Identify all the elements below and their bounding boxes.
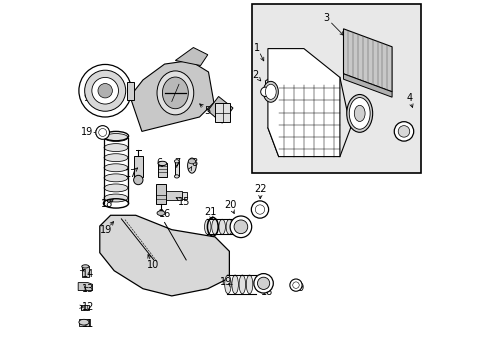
Circle shape bbox=[251, 201, 268, 218]
Text: 12: 12 bbox=[81, 302, 94, 312]
Text: 22: 22 bbox=[254, 184, 266, 194]
Circle shape bbox=[253, 274, 273, 293]
Text: 8: 8 bbox=[191, 158, 197, 168]
Text: 3: 3 bbox=[323, 13, 329, 23]
Bar bbox=[81, 305, 89, 310]
Polygon shape bbox=[100, 215, 229, 296]
Circle shape bbox=[260, 87, 269, 96]
Circle shape bbox=[393, 122, 413, 141]
Ellipse shape bbox=[104, 174, 127, 182]
Ellipse shape bbox=[233, 219, 239, 234]
Circle shape bbox=[133, 175, 142, 185]
Bar bbox=[158, 163, 166, 177]
Ellipse shape bbox=[219, 219, 225, 234]
Bar bbox=[181, 192, 187, 199]
Ellipse shape bbox=[246, 275, 252, 294]
Ellipse shape bbox=[157, 211, 164, 215]
Bar bbox=[174, 161, 179, 176]
Circle shape bbox=[84, 70, 125, 111]
Ellipse shape bbox=[354, 105, 365, 122]
Ellipse shape bbox=[104, 164, 127, 172]
Circle shape bbox=[98, 84, 112, 98]
Ellipse shape bbox=[231, 275, 238, 294]
Ellipse shape bbox=[346, 95, 372, 132]
Ellipse shape bbox=[104, 144, 127, 152]
Ellipse shape bbox=[239, 275, 245, 294]
Text: 6: 6 bbox=[157, 158, 163, 168]
Ellipse shape bbox=[263, 81, 278, 102]
Circle shape bbox=[79, 64, 131, 117]
Text: 9: 9 bbox=[83, 93, 90, 103]
Text: 21: 21 bbox=[203, 207, 216, 217]
Text: 11: 11 bbox=[81, 319, 94, 329]
Circle shape bbox=[255, 205, 264, 214]
Circle shape bbox=[230, 216, 251, 238]
Ellipse shape bbox=[224, 275, 231, 294]
Text: 18: 18 bbox=[101, 199, 113, 210]
Text: 20: 20 bbox=[224, 200, 236, 210]
Ellipse shape bbox=[157, 71, 193, 115]
Circle shape bbox=[289, 279, 302, 291]
Text: 19: 19 bbox=[81, 127, 93, 138]
Bar bbox=[79, 319, 89, 326]
Ellipse shape bbox=[265, 84, 276, 99]
Ellipse shape bbox=[188, 159, 195, 164]
Ellipse shape bbox=[162, 77, 188, 109]
Polygon shape bbox=[343, 29, 391, 92]
Ellipse shape bbox=[225, 219, 232, 234]
Text: 16: 16 bbox=[158, 209, 170, 219]
Text: 18: 18 bbox=[260, 287, 272, 297]
Bar bbox=[155, 184, 166, 204]
Text: 19: 19 bbox=[100, 225, 112, 235]
Ellipse shape bbox=[348, 98, 369, 129]
Bar bbox=[215, 103, 230, 122]
Ellipse shape bbox=[104, 194, 127, 202]
Bar bbox=[251, 4, 420, 173]
Polygon shape bbox=[175, 48, 207, 66]
Text: 19: 19 bbox=[292, 283, 305, 293]
Text: 1: 1 bbox=[254, 42, 260, 53]
Text: 7: 7 bbox=[173, 158, 180, 168]
Circle shape bbox=[257, 277, 269, 289]
Bar bbox=[134, 156, 142, 177]
Circle shape bbox=[234, 220, 247, 234]
Ellipse shape bbox=[174, 175, 179, 178]
Polygon shape bbox=[130, 60, 213, 131]
Text: 5: 5 bbox=[204, 106, 210, 116]
Ellipse shape bbox=[81, 265, 89, 268]
Text: 14: 14 bbox=[81, 269, 94, 279]
Ellipse shape bbox=[79, 319, 89, 325]
Text: 4: 4 bbox=[406, 93, 411, 103]
Polygon shape bbox=[207, 96, 232, 123]
Circle shape bbox=[292, 282, 299, 288]
Ellipse shape bbox=[204, 219, 211, 234]
Ellipse shape bbox=[158, 161, 166, 166]
Circle shape bbox=[397, 126, 409, 137]
Polygon shape bbox=[267, 49, 339, 157]
Ellipse shape bbox=[104, 184, 127, 192]
Circle shape bbox=[99, 129, 106, 136]
Ellipse shape bbox=[174, 160, 179, 163]
Text: 15: 15 bbox=[178, 197, 190, 207]
Circle shape bbox=[96, 126, 109, 139]
Bar bbox=[81, 266, 89, 277]
Text: 13: 13 bbox=[81, 284, 94, 294]
Ellipse shape bbox=[104, 134, 127, 141]
Text: 19: 19 bbox=[220, 277, 232, 287]
Ellipse shape bbox=[104, 154, 127, 162]
Text: 2: 2 bbox=[252, 70, 258, 80]
Text: 17: 17 bbox=[124, 168, 137, 179]
Text: 10: 10 bbox=[146, 260, 159, 270]
Polygon shape bbox=[343, 74, 391, 97]
Circle shape bbox=[92, 77, 118, 104]
Bar bbox=[126, 82, 134, 100]
Polygon shape bbox=[78, 283, 92, 291]
Bar bbox=[166, 191, 181, 200]
Ellipse shape bbox=[187, 158, 196, 173]
Ellipse shape bbox=[211, 219, 218, 234]
